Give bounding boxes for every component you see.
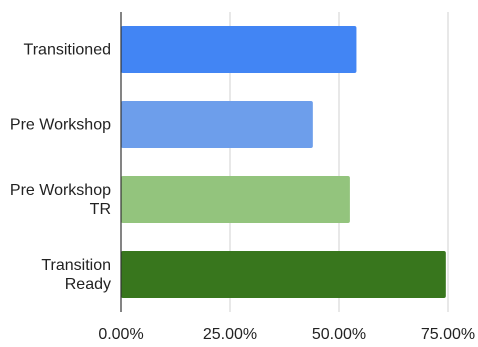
category-label-line: Ready — [65, 276, 111, 293]
x-tick-labels: 0.00% 25.00% 50.00% 75.00% — [98, 326, 475, 343]
category-label-line: TR — [90, 201, 111, 218]
bar-0 — [121, 26, 357, 73]
bar-1 — [121, 101, 313, 148]
category-label-line: Pre Workshop — [10, 182, 111, 199]
category-label-line: Transitioned — [24, 42, 111, 59]
bar-2 — [121, 176, 350, 223]
category-label-1: Pre Workshop — [10, 117, 111, 134]
category-labels: Transitioned Pre Workshop Pre Workshop TR Tr… — [10, 42, 111, 294]
x-tick-label-2: 50.00% — [312, 326, 366, 343]
x-tick-label-0: 0.00% — [98, 326, 143, 343]
category-label-2: Pre Workshop TR — [10, 182, 111, 218]
category-label-0: Transitioned — [24, 42, 111, 59]
x-tick-label-3: 75.00% — [421, 326, 475, 343]
category-label-3: Transition Ready — [41, 257, 111, 293]
category-label-line: Pre Workshop — [10, 117, 111, 134]
bar-3 — [121, 251, 446, 298]
category-label-line: Transition — [41, 257, 111, 274]
bars — [121, 26, 446, 298]
x-tick-label-1: 25.00% — [203, 326, 257, 343]
